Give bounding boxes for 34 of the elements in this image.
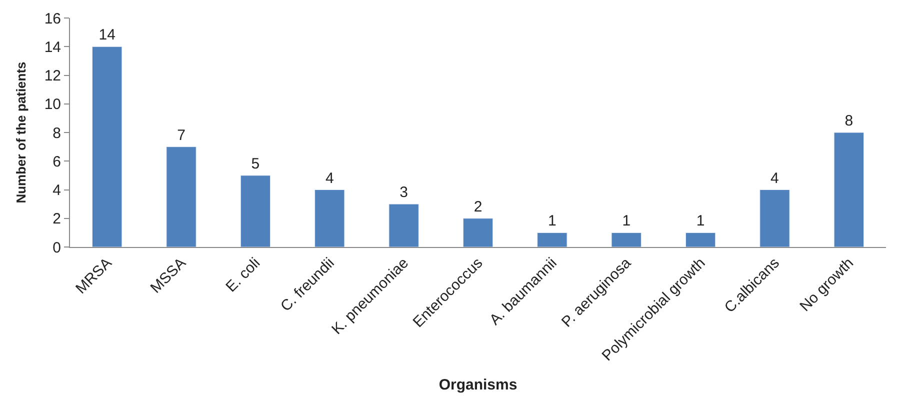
y-tick-label: 4: [52, 182, 61, 199]
x-axis-title: Organisms: [438, 376, 518, 394]
data-label: 2: [474, 198, 482, 216]
bar: [166, 146, 196, 247]
y-tick-label: 16: [44, 10, 61, 28]
bar: [537, 232, 568, 247]
data-label: 4: [325, 170, 334, 187]
bar: [685, 232, 716, 247]
y-tick-label: 14: [44, 38, 61, 56]
bar: [388, 204, 419, 247]
y-tick-label: 10: [44, 96, 61, 114]
y-tick-label: 12: [44, 68, 61, 84]
data-label: 1: [548, 212, 556, 230]
y-tick-label: 6: [52, 153, 61, 170]
data-label: 3: [400, 184, 408, 202]
bar: [314, 190, 345, 247]
y-tick-label: 2: [52, 210, 61, 228]
data-label: 1: [622, 212, 631, 230]
bar: [240, 175, 271, 247]
data-label: 5: [251, 155, 260, 172]
data-label: 4: [770, 170, 779, 187]
bar: [834, 132, 864, 247]
data-label: 14: [98, 26, 116, 44]
y-tick-label: 0: [52, 239, 61, 256]
data-label: 8: [844, 112, 854, 130]
bar: [462, 218, 494, 247]
bar: [760, 190, 790, 247]
data-label: 7: [177, 126, 186, 144]
y-tick-label: 8: [52, 124, 61, 142]
data-label: 1: [696, 212, 705, 230]
y-axis-title: Number of the patients: [13, 62, 28, 204]
x-tick-label: E. coli: [222, 254, 264, 296]
bar: [92, 46, 122, 247]
bar: [611, 232, 642, 247]
